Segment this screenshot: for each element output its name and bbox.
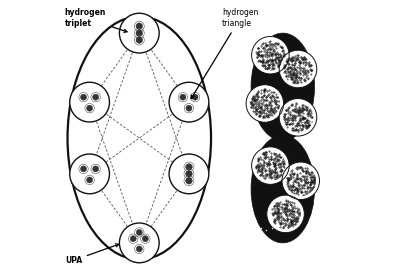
Circle shape: [120, 13, 159, 53]
Circle shape: [192, 94, 198, 100]
Circle shape: [86, 105, 93, 111]
Circle shape: [70, 82, 110, 122]
Circle shape: [252, 147, 289, 184]
Circle shape: [186, 105, 192, 111]
Circle shape: [93, 94, 99, 100]
Circle shape: [120, 223, 159, 263]
Circle shape: [136, 246, 142, 252]
Circle shape: [142, 236, 148, 242]
Circle shape: [267, 195, 304, 233]
Ellipse shape: [251, 135, 314, 243]
Circle shape: [279, 50, 317, 88]
Circle shape: [70, 154, 110, 194]
Circle shape: [169, 82, 209, 122]
Circle shape: [186, 164, 192, 170]
Circle shape: [136, 23, 142, 30]
Circle shape: [169, 154, 209, 194]
Circle shape: [80, 166, 86, 172]
Circle shape: [186, 171, 192, 177]
Text: hydrogen
triangle: hydrogen triangle: [191, 8, 258, 99]
Circle shape: [80, 94, 86, 100]
Circle shape: [252, 36, 289, 74]
Circle shape: [136, 37, 142, 43]
Circle shape: [93, 166, 99, 172]
Text: UPA: UPA: [65, 244, 119, 265]
Circle shape: [180, 94, 186, 100]
Circle shape: [136, 229, 142, 235]
Circle shape: [136, 30, 142, 36]
Circle shape: [186, 177, 192, 184]
Circle shape: [282, 162, 320, 200]
Circle shape: [246, 85, 284, 122]
Circle shape: [130, 236, 136, 242]
Ellipse shape: [251, 33, 314, 141]
Circle shape: [279, 99, 317, 136]
Circle shape: [86, 177, 93, 183]
Text: hydrogen
triplet: hydrogen triplet: [65, 8, 127, 32]
